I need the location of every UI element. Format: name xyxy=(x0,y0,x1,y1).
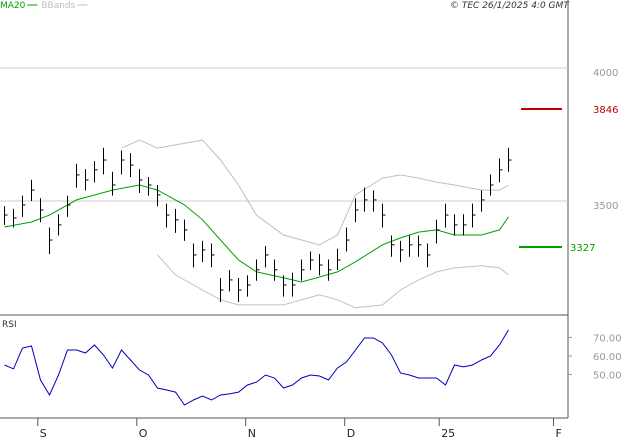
annotation: © TEC 26/1/2025 4:0 GMT xyxy=(450,1,570,11)
x-tick-label: D xyxy=(347,427,355,440)
x-tick-label: O xyxy=(139,427,148,440)
series-line xyxy=(121,139,509,246)
x-tick-label: 25 xyxy=(441,427,455,440)
legend-label: MA20 xyxy=(0,1,26,11)
x-tick-label: F xyxy=(556,427,562,440)
y-tick-label: 70.00 xyxy=(593,333,622,344)
y-tick-label: 4000 xyxy=(593,68,618,79)
level-label: 3327 xyxy=(570,243,595,254)
x-tick-label: S xyxy=(40,427,47,440)
legend-label: BBands xyxy=(41,1,75,11)
x-tick-label: N xyxy=(248,427,256,440)
y-tick-label: 60.00 xyxy=(593,352,622,363)
y-tick-label: 50.00 xyxy=(593,370,622,381)
panel-title: RSI xyxy=(2,320,17,330)
rsi-line xyxy=(4,329,509,406)
y-tick-label: 3500 xyxy=(593,201,618,212)
level-label: 3846 xyxy=(593,105,618,116)
